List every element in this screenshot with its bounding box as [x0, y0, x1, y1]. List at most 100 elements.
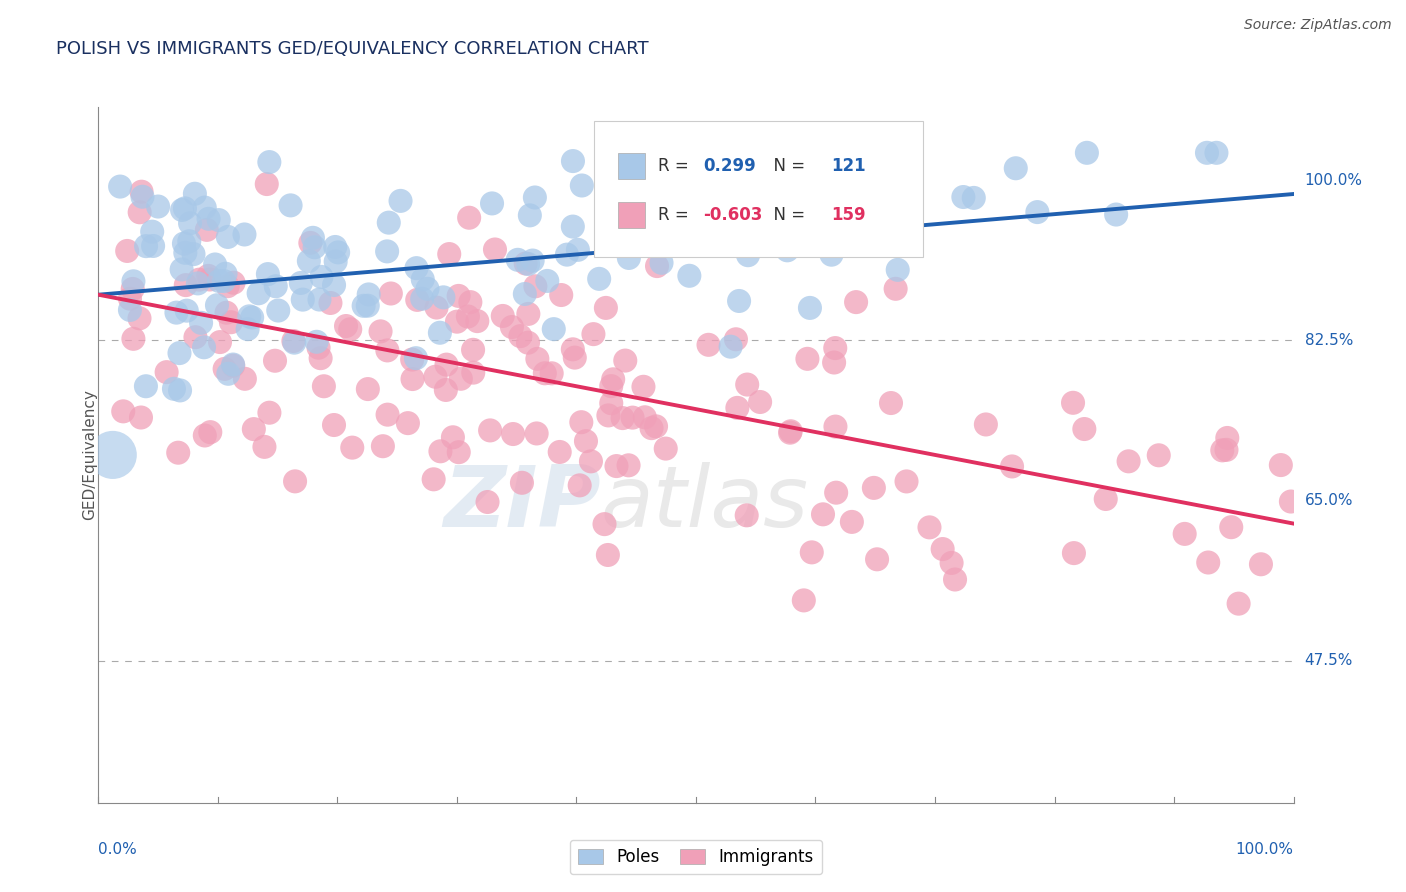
- Point: [450, 372, 472, 386]
- Point: [1073, 422, 1095, 436]
- Point: [588, 272, 610, 286]
- Point: [259, 155, 281, 169]
- Point: [371, 439, 394, 453]
- Point: [264, 353, 287, 368]
- Point: [283, 334, 305, 348]
- Point: [974, 417, 997, 432]
- Point: [1105, 208, 1128, 222]
- Point: [569, 415, 592, 429]
- Point: [308, 341, 330, 355]
- Point: [918, 520, 941, 534]
- Point: [311, 269, 333, 284]
- Point: [555, 247, 578, 261]
- Point: [312, 379, 335, 393]
- Point: [776, 244, 799, 258]
- Point: [699, 172, 721, 186]
- Point: [115, 244, 138, 258]
- Point: [460, 295, 482, 310]
- Point: [135, 239, 157, 253]
- Point: [600, 396, 623, 410]
- Point: [533, 366, 555, 380]
- Point: [884, 282, 907, 296]
- Point: [432, 290, 454, 304]
- Point: [259, 406, 281, 420]
- Point: [284, 475, 307, 489]
- Point: [377, 408, 399, 422]
- Point: [326, 245, 349, 260]
- Point: [169, 384, 191, 398]
- Point: [517, 257, 540, 271]
- Text: 100.0%: 100.0%: [1305, 173, 1362, 188]
- Point: [506, 252, 529, 267]
- Point: [820, 248, 842, 262]
- Point: [174, 202, 197, 216]
- Text: Source: ZipAtlas.com: Source: ZipAtlas.com: [1244, 18, 1392, 32]
- Point: [1118, 454, 1140, 468]
- Text: atlas: atlas: [600, 462, 808, 545]
- Point: [823, 355, 845, 369]
- Point: [257, 267, 280, 281]
- Point: [564, 351, 586, 365]
- Point: [129, 410, 152, 425]
- Point: [179, 216, 201, 230]
- Point: [598, 409, 620, 423]
- Point: [1250, 558, 1272, 572]
- Point: [651, 186, 673, 201]
- Point: [406, 293, 429, 307]
- Bar: [619, 202, 644, 228]
- Point: [510, 475, 533, 490]
- Point: [502, 427, 524, 442]
- Point: [240, 310, 263, 325]
- Point: [1094, 491, 1116, 506]
- Point: [647, 145, 669, 160]
- Point: [357, 287, 380, 301]
- Text: N =: N =: [763, 206, 810, 224]
- Point: [463, 366, 485, 380]
- Point: [298, 254, 321, 268]
- Point: [963, 191, 986, 205]
- Point: [253, 440, 276, 454]
- Point: [484, 243, 506, 257]
- Point: [633, 380, 655, 394]
- Point: [184, 186, 207, 201]
- Text: R =: R =: [658, 206, 693, 224]
- Point: [526, 426, 548, 441]
- Point: [357, 299, 380, 313]
- Point: [335, 318, 357, 333]
- Point: [568, 478, 591, 492]
- Point: [796, 351, 818, 366]
- Point: [375, 244, 398, 259]
- Point: [156, 365, 179, 379]
- Point: [411, 292, 433, 306]
- Legend: Poles, Immigrants: Poles, Immigrants: [569, 839, 823, 874]
- Point: [582, 327, 605, 342]
- Point: [233, 372, 256, 386]
- Point: [142, 239, 165, 253]
- Text: 47.5%: 47.5%: [1305, 654, 1353, 668]
- Point: [174, 278, 197, 293]
- Point: [425, 301, 447, 315]
- Point: [737, 248, 759, 262]
- Point: [1220, 520, 1243, 534]
- Point: [112, 404, 135, 418]
- Point: [1205, 145, 1227, 160]
- Point: [401, 352, 423, 367]
- Text: 100.0%: 100.0%: [1236, 842, 1294, 856]
- Point: [612, 411, 634, 425]
- Point: [357, 382, 380, 396]
- Point: [309, 351, 332, 366]
- Point: [717, 194, 740, 208]
- Point: [208, 334, 231, 349]
- Point: [799, 301, 821, 315]
- Point: [101, 448, 124, 462]
- Point: [128, 205, 150, 219]
- Point: [194, 201, 217, 215]
- Point: [931, 542, 953, 557]
- Point: [617, 251, 640, 265]
- Point: [179, 234, 201, 248]
- Point: [481, 196, 503, 211]
- Point: [640, 421, 662, 435]
- Point: [256, 177, 278, 191]
- Point: [886, 263, 908, 277]
- Point: [801, 194, 824, 208]
